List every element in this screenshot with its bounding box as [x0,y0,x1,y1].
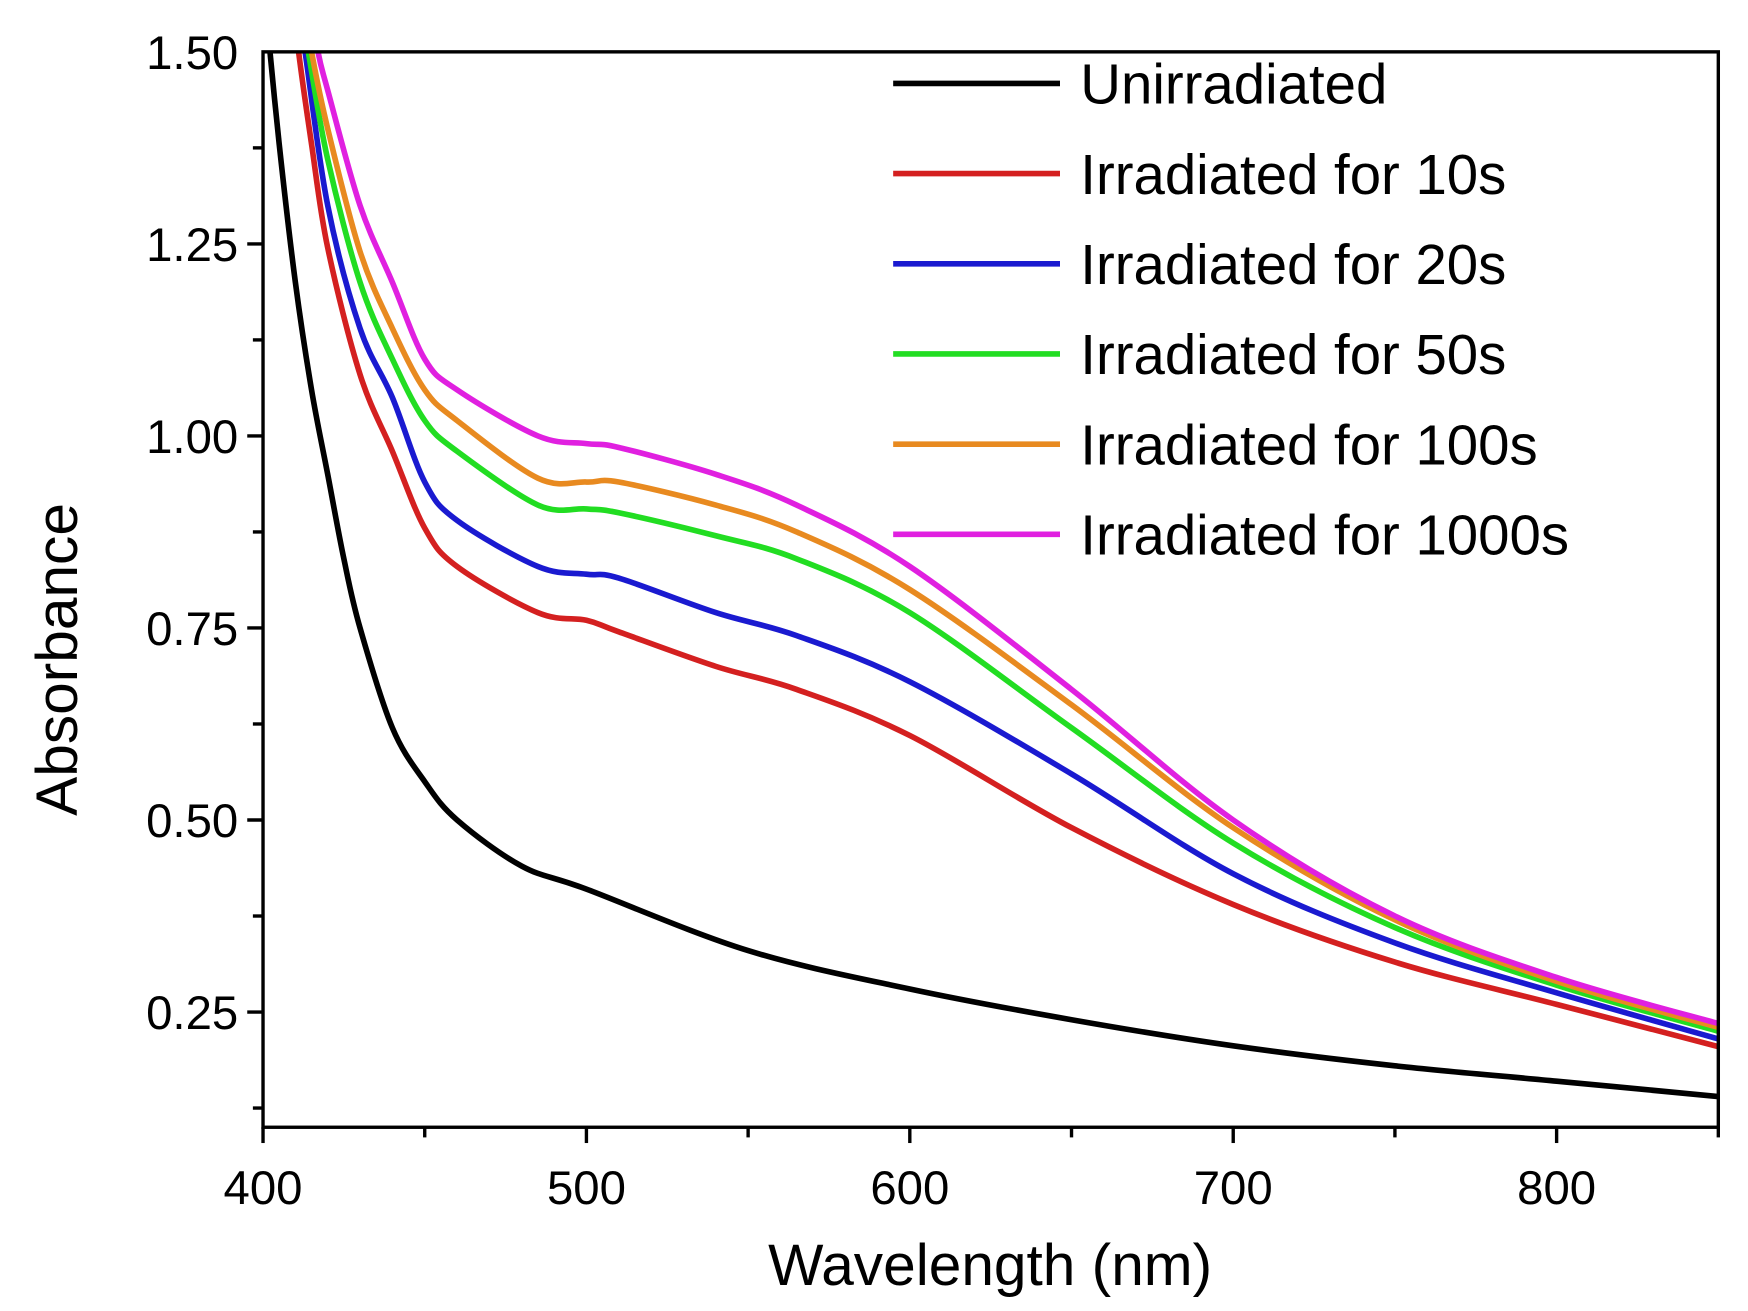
legend-item: Irradiated for 1000s [893,504,1569,567]
x-tick-label: 600 [870,1162,949,1215]
legend-label: Irradiated for 20s [1080,233,1506,296]
legend-item: Unirradiated [893,53,1387,116]
y-axis-title: Absorbance [25,503,90,816]
legend-label: Irradiated for 50s [1080,323,1506,386]
series-line-4 [308,51,1719,1031]
y-tick-label: 0.25 [146,987,238,1040]
series-line-5 [315,51,1719,1027]
x-tick-label: 800 [1517,1162,1596,1215]
y-tick-label: 1.00 [146,411,238,464]
x-tick-label: 500 [547,1162,626,1215]
plot-frame [261,50,1721,1129]
x-tick-label: 700 [1194,1162,1273,1215]
series-line-3 [305,51,1719,1034]
x-tick-label: 400 [224,1162,303,1215]
y-tick-label: 1.50 [146,27,238,80]
series-line-2 [302,51,1719,1042]
legend-item: Irradiated for 20s [893,233,1506,296]
y-tick-label: 1.25 [146,219,238,272]
legend-item: Irradiated for 50s [893,323,1506,386]
legend-item: Irradiated for 100s [893,413,1538,476]
series-line-1 [295,51,1719,1050]
series-layer [267,51,1719,1100]
legend-label: Irradiated for 100s [1080,413,1537,476]
legend-label: Unirradiated [1080,53,1387,116]
legend-label: Irradiated for 1000s [1080,504,1569,567]
y-tick-label: 0.50 [146,795,238,848]
series-line-0 [267,51,1719,1100]
x-axis-title: Wavelength (nm) [768,1233,1212,1298]
legend: Unirradiated Irradiated for 10s Irradiated… [893,53,1569,567]
ticks-layer: 400 500 600 700 800 0.25 0.50 0.75 1.00 1.25 1.50 [146,27,1721,1215]
y-tick-label: 0.75 [146,603,238,656]
legend-label: Irradiated for 10s [1080,143,1506,206]
legend-item: Irradiated for 10s [893,143,1506,206]
